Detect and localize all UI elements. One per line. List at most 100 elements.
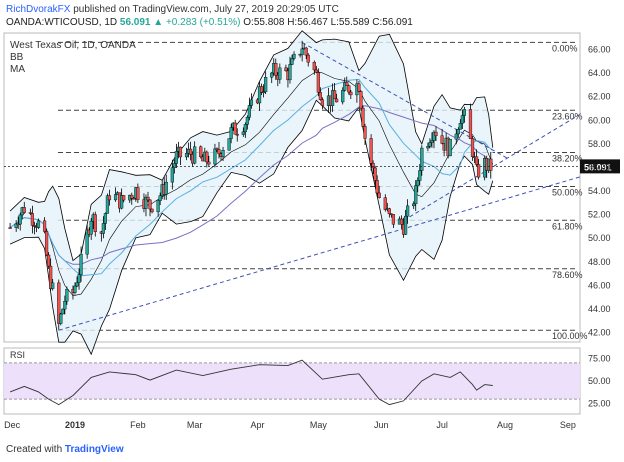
ohlc-close-label: C: [372,17,383,28]
candle-body [188,148,193,155]
tradingview-logo[interactable]: TradingView [64,444,124,455]
x-tick-4: Apr [251,420,265,430]
ohlc-high: 56.467 [297,17,328,28]
candle-body [130,194,134,199]
candle-body [387,208,391,215]
rsi-label: RSI [10,350,25,360]
rsi-line [9,359,493,406]
candle-body [77,274,81,283]
candle-body [363,126,367,139]
author-link[interactable]: RichDvorakFX [6,4,71,15]
candle-body [249,99,254,106]
x-tick-3: Mar [187,420,203,430]
candle-body [193,146,197,164]
candle-body [16,223,20,226]
candle-body [44,231,49,256]
candle-body [89,220,93,235]
candle-body [292,53,296,59]
candle-body [414,185,418,205]
candle-body [156,200,160,213]
legend-2: MA [10,64,25,75]
x-tick-0: Dec [4,420,21,430]
candle-body [462,109,466,116]
candle-body [93,214,97,232]
candle-body [247,105,252,118]
price-chart[interactable]: 0.00% 23.60% 38.20% 50.00% 61.80% 78.60% 100.0… [0,30,624,442]
symbol-label: OANDA:WTICOUSD, 1D [6,17,118,28]
candle-body [65,288,69,302]
x-tick-6: Jun [374,420,389,430]
fib-label-0: 0.00% [552,43,578,53]
x-tick-7: Jul [436,420,448,430]
candle-body [314,69,318,73]
candle-body [217,149,221,155]
candle-body [105,195,110,214]
candle-body [47,254,51,267]
candle-body [107,195,112,201]
candle-body [30,213,34,226]
bollinger-lower [9,99,494,356]
bollinger-basis [9,71,494,297]
candle-body [270,72,274,78]
x-tick-2: Feb [130,420,146,430]
y-tick-9: 60.00 [588,115,611,125]
candle-body [440,135,444,144]
ohlc-low-label: L: [330,17,339,28]
y-tick-8: 58.00 [588,139,611,149]
rsi-y-tick-2: 75.00 [588,353,611,363]
candle-body [316,72,320,93]
candle-body [432,131,436,141]
candle-body [178,146,183,158]
candle-body [304,47,308,56]
candle-body [136,187,140,200]
candle-body [158,195,162,201]
candle-body [235,134,239,136]
candle-body [199,146,203,158]
x-tick-5: May [310,420,328,430]
candle-body [470,138,475,157]
candle-body [347,85,351,93]
candle-body [241,131,245,135]
price-change: +0.283 (+0.51%) [165,17,241,28]
candle-body [399,218,404,225]
fib-label-4: 61.80% [552,221,583,231]
candle-body [456,129,460,135]
ohlc-open-label: O: [243,17,254,28]
candle-body [170,167,174,183]
candle-body [320,99,325,106]
candle-body [233,122,237,135]
candle-body [36,220,41,228]
candle-body [274,63,278,76]
candle-body [51,282,55,289]
candle-body [349,91,353,96]
candle-body [430,140,434,143]
change-up-icon: ▲ [153,17,164,28]
candle-body [49,265,53,289]
rsi-y-tick-1: 50.00 [588,376,611,386]
candle-body [426,146,430,149]
y-tick-2: 46.00 [588,280,611,290]
published-text: published on TradingView.com, July 27, 2… [73,4,339,15]
candle-body [468,109,473,139]
legend-1: BB [10,52,24,63]
candle-body [243,124,247,133]
ohlc-low: 55.589 [338,17,370,28]
candle-body [259,86,264,93]
candle-body [57,282,61,324]
candle-body [454,133,458,140]
candle-body [61,308,65,315]
footer: Created with TradingView [6,444,124,455]
created-with-text: Created with [6,444,63,455]
candle-body [458,123,462,130]
candle-body [174,151,178,164]
candle-body [361,107,365,127]
candles [8,40,493,330]
candle-body [290,58,294,65]
moving-average [9,105,494,265]
candle-body [59,313,63,324]
candle-body [172,163,176,168]
candle-body [213,148,217,165]
candle-body [403,215,408,235]
y-tick-5: 52.00 [588,210,611,220]
candle-body [460,115,464,124]
